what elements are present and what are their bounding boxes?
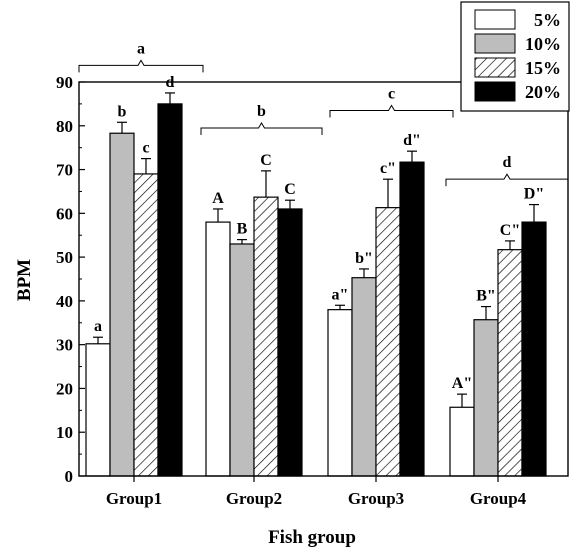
x-tick-label: Group2 (226, 489, 282, 508)
group-bracket-label: b (257, 103, 266, 120)
x-axis-title: Fish group (268, 527, 356, 548)
bar (327, 309, 353, 477)
group-bracket-label: a (137, 40, 145, 57)
group-bracket (78, 59, 204, 73)
significance-label: a (94, 318, 102, 335)
bar (473, 319, 499, 477)
significance-label: b" (355, 250, 373, 267)
y-tick-label: 50 (56, 248, 73, 267)
bar (253, 196, 279, 477)
bar (497, 249, 523, 477)
bar (229, 243, 255, 477)
y-tick-label: 70 (56, 161, 73, 180)
bar (449, 406, 475, 477)
y-tick-label: 60 (56, 204, 73, 223)
significance-label: C (260, 152, 272, 169)
significance-label: b (118, 103, 127, 120)
y-tick-label: 20 (56, 379, 73, 398)
legend: 5% 10% 15% 20% (460, 1, 570, 112)
group-bracket (329, 104, 454, 118)
significance-label: C" (500, 222, 520, 239)
bar (205, 221, 231, 477)
bars-layer: a Aa" A" b Bb" B" c C c" C" d Cd" D" (85, 74, 547, 477)
bar (277, 208, 303, 477)
axes-layer: a b c d 0 10 20 30 40 50 60 70 80 90 Group1 Group2 Group… (56, 40, 569, 508)
group-bracket-label: c (388, 85, 395, 102)
y-tick-label: 90 (56, 73, 73, 92)
bar (375, 207, 401, 477)
legend-label: 15% (525, 58, 561, 78)
group-bracket (200, 121, 323, 135)
group-bracket-label: d (503, 154, 512, 171)
bar (133, 173, 159, 477)
bar (399, 161, 425, 477)
legend-swatch (474, 81, 516, 102)
x-tick-label: Group1 (106, 489, 162, 508)
significance-label: c (142, 140, 149, 157)
significance-label: A (212, 190, 224, 207)
bar (521, 221, 547, 477)
bar (351, 277, 377, 477)
y-tick-label: 30 (56, 336, 73, 355)
y-tick-label: 40 (56, 292, 73, 311)
y-tick-label: 0 (65, 467, 74, 486)
legend-label: 5% (534, 10, 561, 30)
legend-swatch (474, 9, 516, 30)
x-tick-label: Group4 (470, 489, 527, 508)
legend-swatch (474, 57, 516, 78)
legend-label: 10% (525, 34, 561, 54)
significance-label: B (237, 221, 248, 238)
y-tick-label: 80 (56, 117, 73, 136)
significance-label: c" (380, 160, 396, 177)
bar (157, 103, 183, 477)
significance-label: a" (332, 286, 349, 303)
legend-swatch (474, 33, 516, 54)
significance-label: C (284, 181, 296, 198)
significance-label: D" (524, 186, 544, 203)
y-axis-title: BPM (14, 259, 35, 301)
significance-label: A" (452, 375, 472, 392)
bar (85, 343, 111, 477)
bar (109, 132, 135, 477)
significance-label: B" (476, 288, 496, 305)
x-tick-label: Group3 (348, 489, 404, 508)
y-tick-label: 10 (56, 423, 73, 442)
group-bracket (445, 173, 569, 187)
legend-label: 20% (525, 82, 561, 102)
significance-label: d" (403, 132, 421, 149)
